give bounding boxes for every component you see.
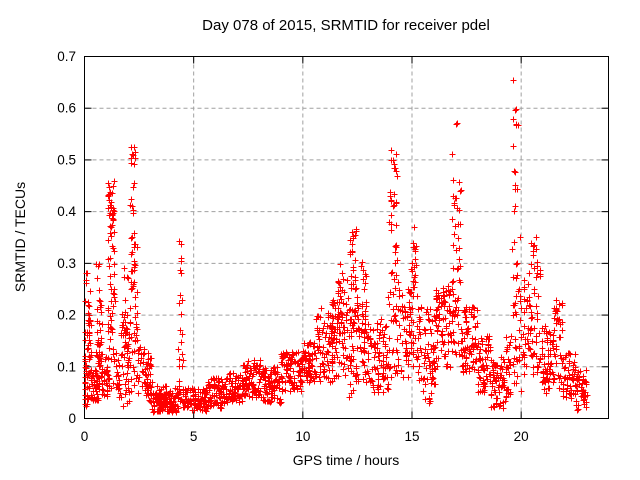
y-tick-label: 0.6 <box>57 101 76 116</box>
x-tick-label: 15 <box>404 429 419 444</box>
y-tick-label: 0.7 <box>57 49 76 64</box>
x-axis-label: GPS time / hours <box>292 452 400 468</box>
y-tick-label: 0.3 <box>57 256 76 271</box>
plot-border <box>84 56 609 419</box>
y-tick-label: 0.4 <box>57 204 76 219</box>
x-tick-label: 0 <box>81 429 89 444</box>
chart-title: Day 078 of 2015, SRMTID for receiver pde… <box>202 17 490 34</box>
y-tick-label: 0.1 <box>57 359 76 374</box>
x-tick-label: 5 <box>190 429 198 444</box>
scatter-points <box>82 77 591 416</box>
x-tick-label: 10 <box>295 429 310 444</box>
y-tick-label: 0.5 <box>57 152 76 167</box>
y-tick-label: 0 <box>68 411 76 426</box>
y-tick-label: 0.2 <box>57 308 76 323</box>
x-tick-label: 20 <box>514 429 529 444</box>
